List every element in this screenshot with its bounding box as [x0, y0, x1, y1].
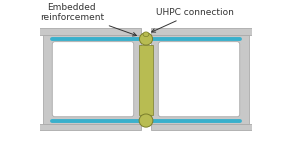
- Ellipse shape: [143, 32, 149, 37]
- Ellipse shape: [139, 33, 153, 45]
- Bar: [151, 28, 253, 35]
- Bar: [39, 124, 141, 130]
- FancyBboxPatch shape: [158, 42, 240, 117]
- Bar: [151, 124, 253, 130]
- FancyBboxPatch shape: [52, 42, 134, 117]
- Bar: [151, 35, 249, 124]
- Bar: [139, 45, 153, 115]
- Text: UHPC connection: UHPC connection: [152, 8, 234, 32]
- Text: Embedded
reinforcement: Embedded reinforcement: [40, 3, 136, 36]
- Bar: [39, 28, 141, 35]
- Bar: [43, 35, 141, 124]
- Ellipse shape: [139, 114, 153, 127]
